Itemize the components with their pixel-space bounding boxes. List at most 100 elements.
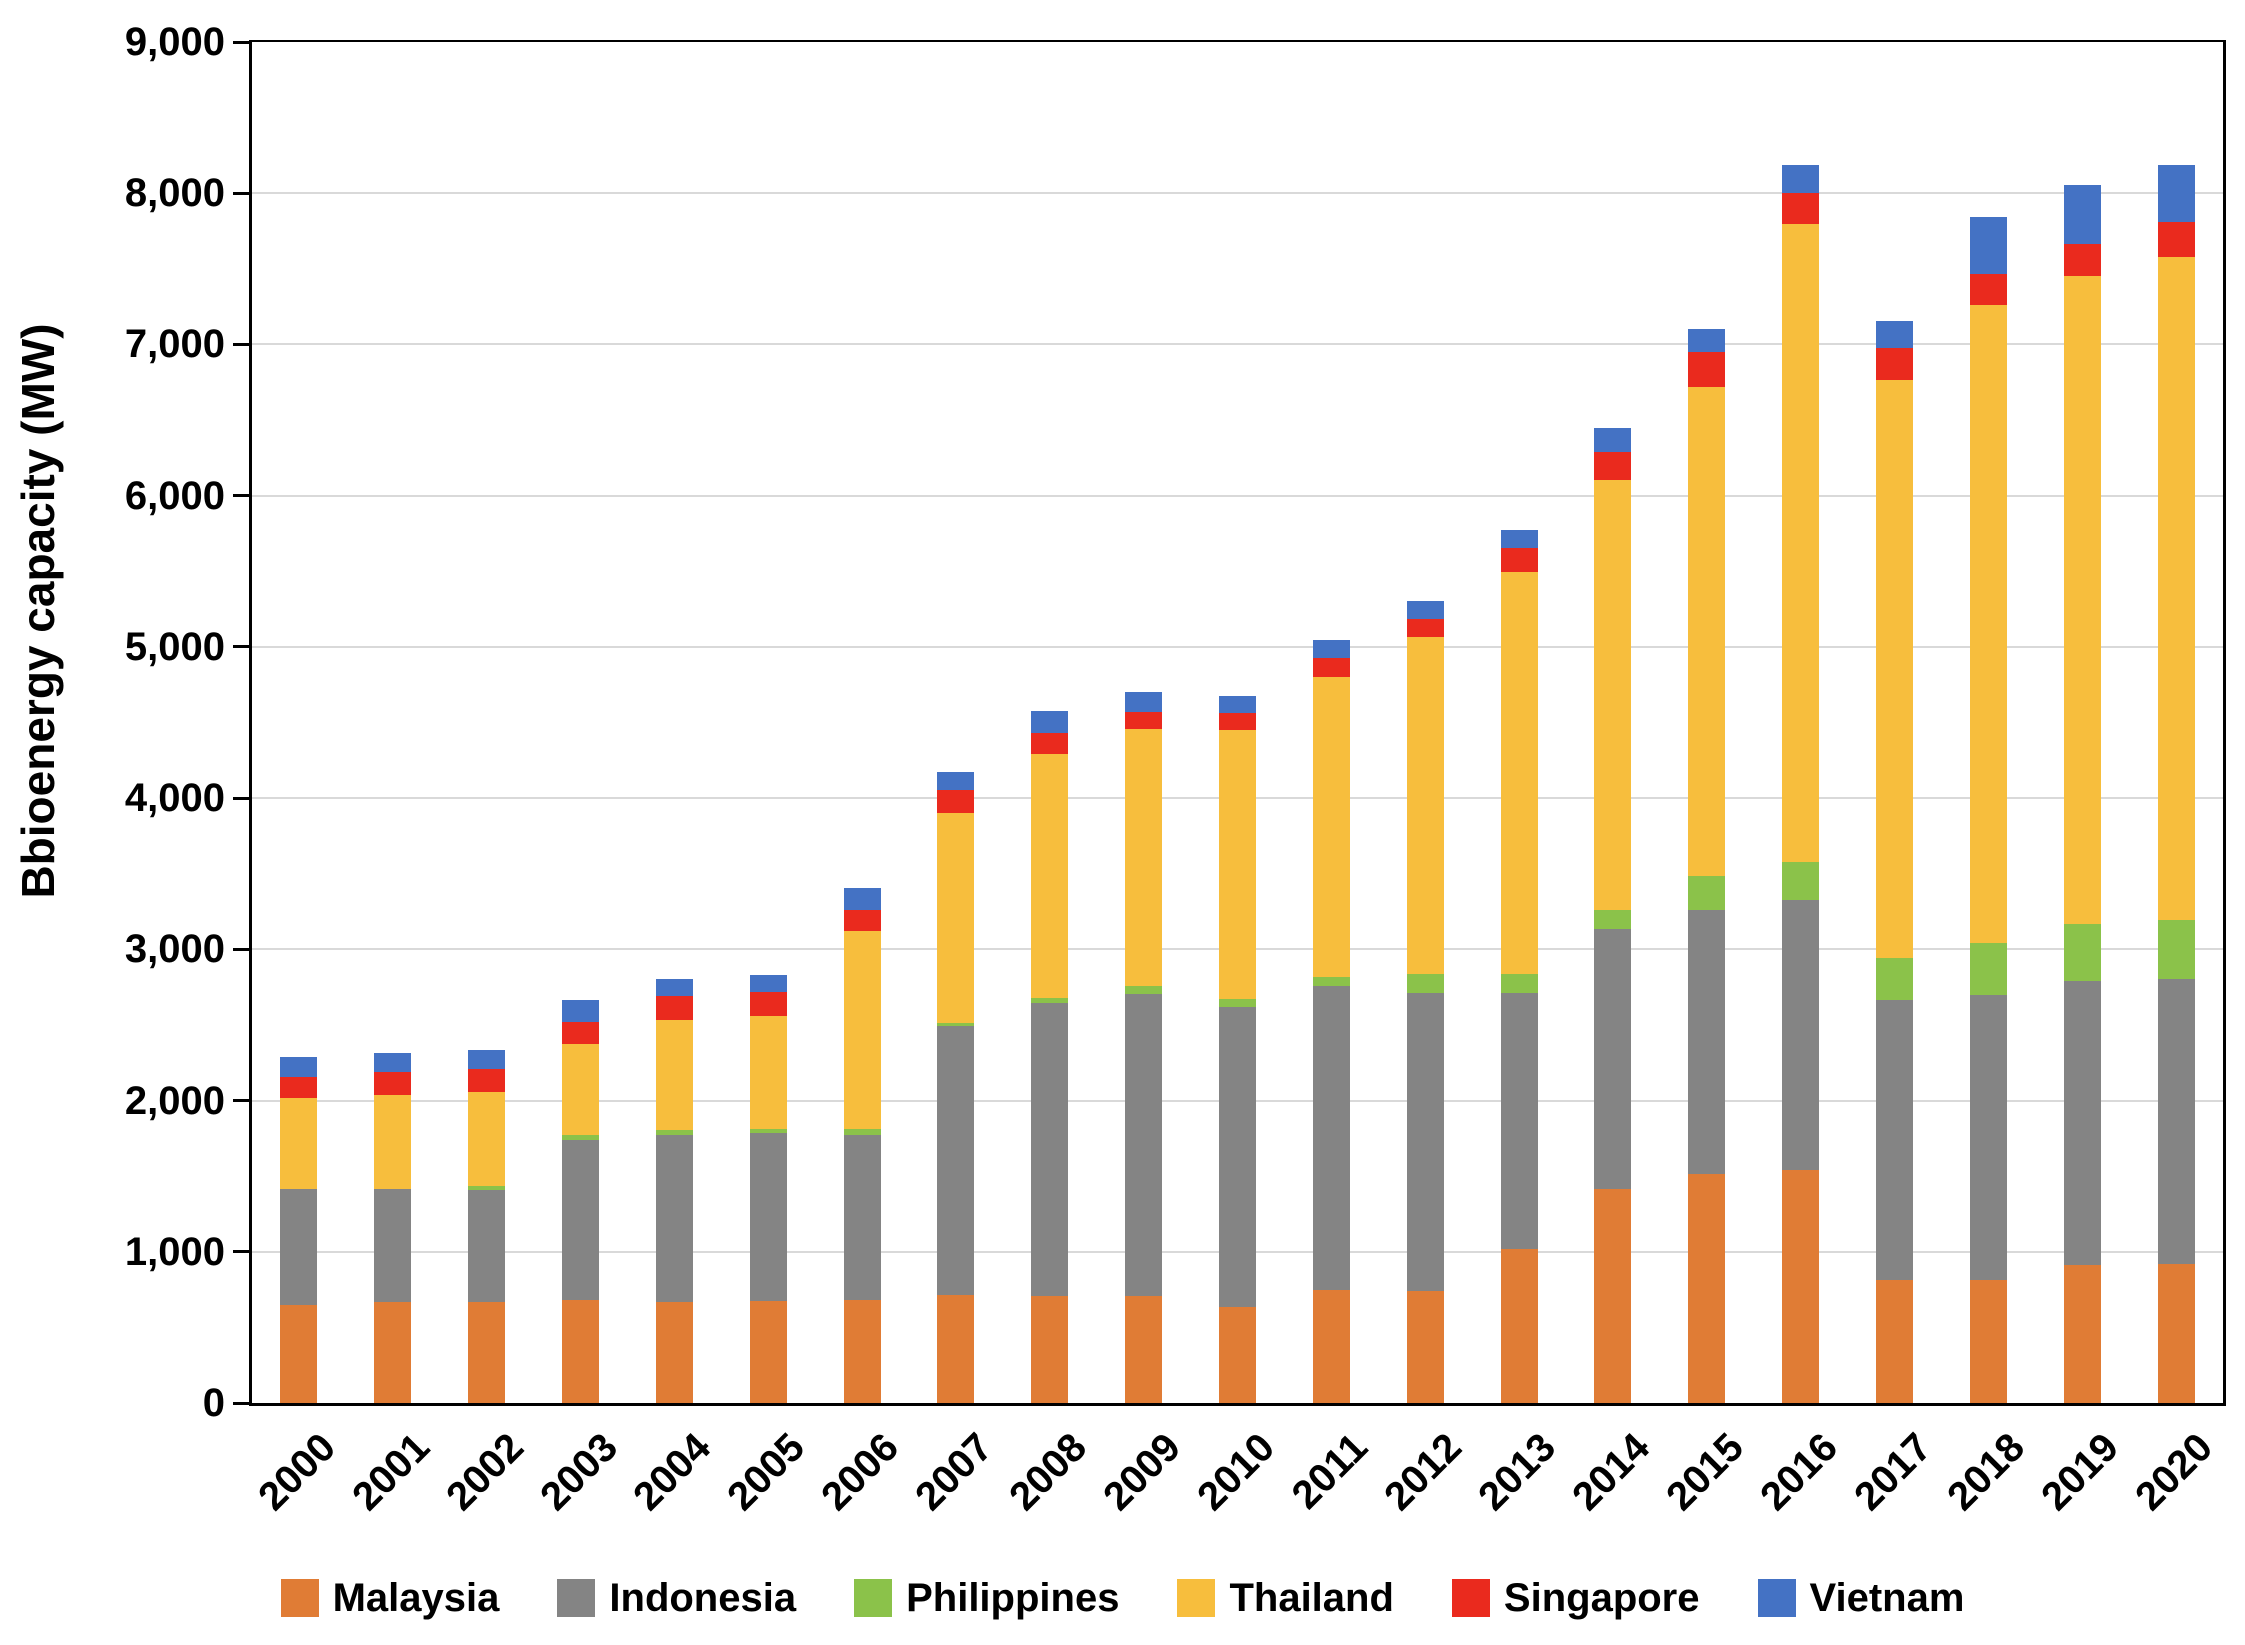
- segment-vietnam-2017: [1876, 321, 1914, 349]
- segment-vietnam-2000: [280, 1056, 318, 1078]
- y-tick-label: 2,000: [124, 1078, 225, 1123]
- bar-column-2008: [1003, 42, 1097, 1403]
- segment-malaysia-2003: [562, 1300, 599, 1403]
- segment-singapore-2009: [1125, 711, 1163, 730]
- bar-column-2016: [1754, 42, 1848, 1403]
- segment-indonesia-2020: [2157, 978, 2195, 1264]
- segment-vietnam-2014: [1594, 428, 1632, 452]
- segment-malaysia-2009: [1125, 1296, 1163, 1403]
- y-tick-label: 0: [202, 1381, 225, 1425]
- segment-indonesia-2016: [1782, 900, 1820, 1171]
- segment-singapore-2011: [1312, 657, 1350, 678]
- stacked-bar-2001: [374, 1052, 412, 1403]
- segment-vietnam-2002: [468, 1049, 506, 1069]
- segment-malaysia-2001: [374, 1301, 412, 1403]
- segment-indonesia-2010: [1219, 1006, 1257, 1307]
- segment-thailand-2008: [1031, 753, 1069, 998]
- stacked-bar-2018: [1969, 216, 2007, 1403]
- gridline: [252, 192, 2223, 195]
- segment-thailand-2002: [468, 1092, 506, 1187]
- y-tick: [233, 796, 249, 800]
- bar-column-2003: [534, 42, 628, 1403]
- bar-column-2015: [1660, 42, 1754, 1403]
- stacked-bar-2006: [843, 888, 881, 1403]
- stacked-bar-2020: [2157, 165, 2195, 1403]
- stacked-bar-2007: [937, 771, 975, 1403]
- segment-indonesia-2006: [843, 1135, 881, 1301]
- segment-singapore-2003: [562, 1021, 599, 1044]
- segment-singapore-2014: [1594, 451, 1632, 480]
- y-tick-label: 5,000: [124, 624, 225, 669]
- stacked-bar-2003: [562, 1000, 599, 1403]
- segment-indonesia-2018: [1969, 995, 2007, 1280]
- legend-item-vietnam: Vietnam: [1757, 1575, 1965, 1621]
- legend-item-indonesia: Indonesia: [557, 1576, 796, 1621]
- gridline: [252, 645, 2223, 648]
- segment-thailand-2019: [2063, 276, 2101, 924]
- bar-column-2014: [1566, 42, 1660, 1403]
- bar-column-2009: [1097, 42, 1191, 1403]
- bar-column-2005: [721, 42, 815, 1403]
- segment-indonesia-2014: [1594, 928, 1632, 1190]
- segment-singapore-2017: [1876, 348, 1914, 381]
- segment-singapore-2016: [1782, 193, 1820, 224]
- legend-label-vietnam: Vietnam: [1809, 1575, 1965, 1620]
- segment-philippines-2006: [843, 1129, 881, 1136]
- legend-item-philippines: Philippines: [854, 1576, 1119, 1621]
- y-tick-label: 4,000: [124, 776, 225, 821]
- segment-thailand-2020: [2157, 256, 2195, 920]
- segment-malaysia-2020: [2157, 1263, 2195, 1403]
- segment-singapore-2005: [749, 992, 787, 1016]
- segment-singapore-2015: [1688, 352, 1726, 387]
- segment-malaysia-2000: [280, 1304, 318, 1403]
- gridline: [252, 494, 2223, 497]
- bar-column-2006: [815, 42, 909, 1403]
- legend-swatch-singapore: [1451, 1579, 1490, 1617]
- segment-singapore-2018: [1969, 274, 2007, 306]
- segment-vietnam-2004: [655, 978, 693, 996]
- segment-thailand-2011: [1312, 677, 1350, 978]
- segment-thailand-2014: [1594, 479, 1632, 911]
- stacked-bar-2016: [1782, 164, 1820, 1403]
- bar-column-2010: [1191, 42, 1285, 1403]
- legend-item-thailand: Thailand: [1177, 1576, 1394, 1621]
- bar-column-2007: [909, 42, 1003, 1403]
- segment-malaysia-2002: [468, 1301, 506, 1403]
- segment-philippines-2015: [1688, 876, 1726, 911]
- stacked-bar-2002: [468, 1049, 506, 1403]
- y-tick: [233, 1250, 249, 1254]
- segment-indonesia-2009: [1125, 993, 1163, 1297]
- segment-vietnam-2013: [1500, 529, 1538, 548]
- segment-singapore-2020: [2157, 222, 2195, 257]
- plot-area: [252, 42, 2223, 1403]
- stacked-bar-2009: [1125, 692, 1163, 1403]
- segment-thailand-2012: [1406, 637, 1444, 975]
- segment-thailand-2003: [562, 1043, 599, 1136]
- segment-vietnam-2020: [2157, 165, 2195, 222]
- segment-vietnam-2018: [1969, 216, 2007, 275]
- segment-indonesia-2012: [1406, 993, 1444, 1292]
- bar-column-2012: [1378, 42, 1472, 1403]
- segment-indonesia-2011: [1312, 986, 1350, 1291]
- segment-singapore-2012: [1406, 618, 1444, 638]
- segment-singapore-2008: [1031, 733, 1069, 754]
- segment-indonesia-2019: [2063, 981, 2101, 1266]
- segment-singapore-2000: [280, 1077, 318, 1099]
- legend-swatch-vietnam: [1757, 1579, 1796, 1617]
- y-tick: [233, 191, 249, 195]
- segment-vietnam-2007: [937, 771, 975, 790]
- stacked-bar-2004: [655, 978, 693, 1403]
- stacked-bar-2005: [749, 975, 787, 1403]
- bar-column-2017: [1848, 42, 1942, 1403]
- segment-vietnam-2005: [749, 975, 787, 993]
- stacked-bar-2008: [1031, 711, 1069, 1403]
- segment-philippines-2008: [1031, 997, 1069, 1004]
- bar-column-2004: [627, 42, 721, 1403]
- segment-thailand-2001: [374, 1095, 412, 1190]
- segment-thailand-2018: [1969, 305, 2007, 943]
- y-tick-label: 1,000: [124, 1229, 225, 1274]
- segment-indonesia-2015: [1688, 910, 1726, 1174]
- legend-swatch-thailand: [1177, 1579, 1216, 1617]
- segment-malaysia-2006: [843, 1300, 881, 1403]
- segment-philippines-2017: [1876, 958, 1914, 1001]
